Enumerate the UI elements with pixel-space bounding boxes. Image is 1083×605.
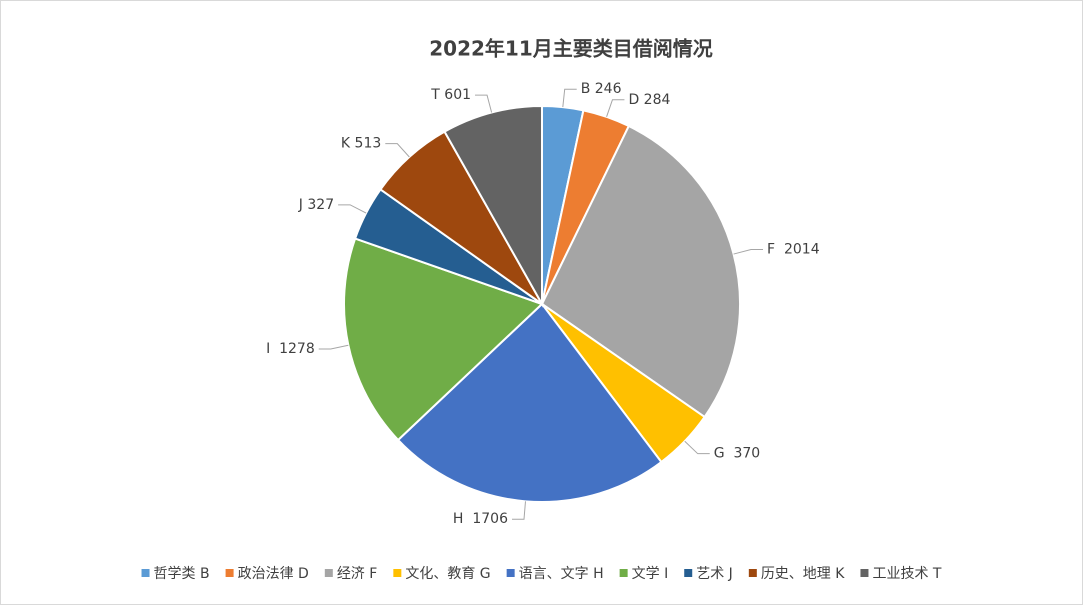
leader-line bbox=[385, 143, 410, 158]
legend-swatch bbox=[619, 569, 628, 577]
data-label: D 284 bbox=[628, 92, 670, 108]
legend-swatch bbox=[684, 569, 693, 577]
legend-swatch bbox=[141, 569, 150, 577]
legend-swatch bbox=[506, 569, 515, 577]
legend-label: 文化、教育 G bbox=[405, 566, 490, 582]
data-label: H 1706 bbox=[453, 511, 508, 527]
data-label: G 370 bbox=[714, 446, 760, 462]
data-label: T 601 bbox=[430, 87, 471, 103]
legend-label: 哲学类 B bbox=[154, 566, 210, 582]
legend-swatch bbox=[324, 569, 333, 577]
leader-line bbox=[318, 344, 349, 350]
legend-label: 经济 F bbox=[337, 566, 378, 582]
legend-swatch bbox=[225, 569, 234, 577]
leader-line bbox=[475, 94, 493, 113]
pie-slice bbox=[443, 104, 543, 308]
legend-swatch bbox=[748, 569, 757, 577]
leader-line bbox=[511, 501, 526, 520]
leader-line bbox=[733, 249, 764, 255]
legend-label: 文学 I bbox=[632, 566, 669, 582]
chart-title: 2022年11月主要类目借阅情况 bbox=[429, 37, 713, 61]
legend-label: 政治法律 D bbox=[238, 566, 309, 582]
data-label: F 2014 bbox=[767, 242, 820, 258]
data-label: I 1278 bbox=[266, 341, 315, 357]
data-label: B 246 bbox=[581, 81, 622, 97]
legend-label: 语言、文字 H bbox=[519, 566, 604, 582]
leader-line bbox=[338, 204, 367, 214]
legend-label: 工业技术 T bbox=[872, 566, 941, 582]
leader-line bbox=[562, 88, 577, 108]
legend-label: 艺术 J bbox=[696, 566, 733, 582]
legend-swatch bbox=[860, 569, 869, 577]
data-label: J 327 bbox=[298, 197, 334, 213]
leader-line bbox=[684, 440, 710, 455]
legend-label: 历史、地理 K bbox=[761, 566, 845, 582]
legend-swatch bbox=[393, 569, 402, 577]
pie-slice bbox=[343, 237, 544, 442]
pie-slice bbox=[396, 302, 663, 503]
data-label: K 513 bbox=[341, 136, 381, 152]
leader-line bbox=[606, 99, 625, 117]
